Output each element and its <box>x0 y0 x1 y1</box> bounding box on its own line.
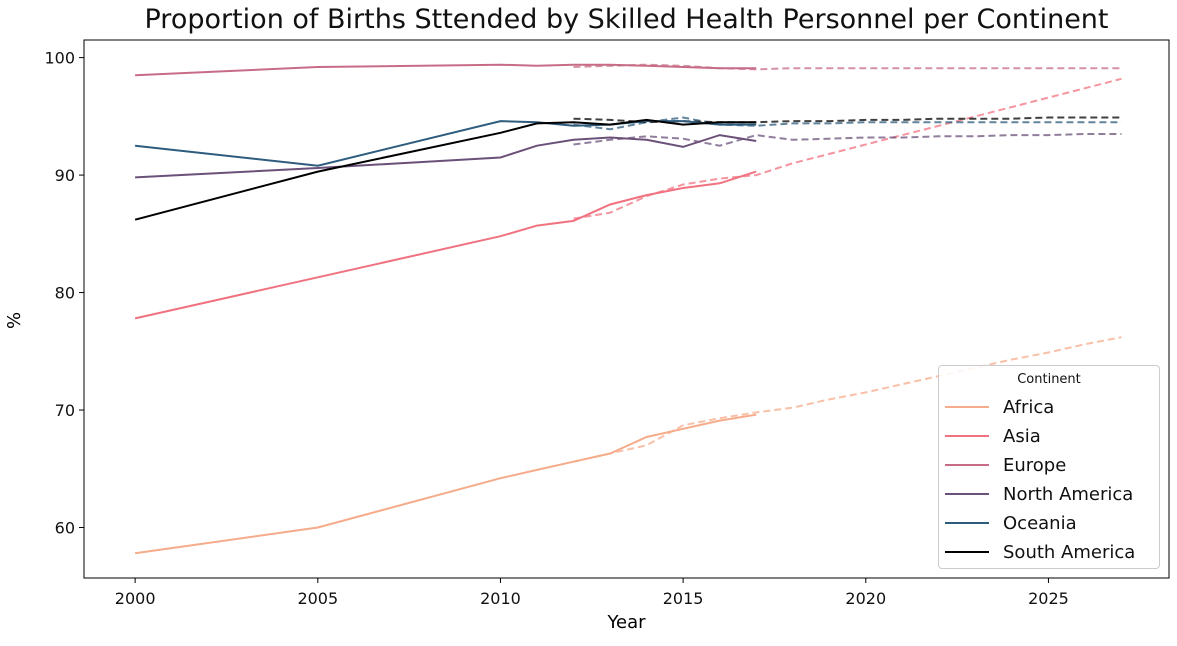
y-tick-label: 70 <box>55 401 75 420</box>
y-tick-label: 80 <box>55 284 75 303</box>
series-line-forecast-europe <box>573 63 1122 71</box>
legend-label-north-america: North America <box>1003 483 1134 505</box>
x-tick-label: 2000 <box>115 589 156 608</box>
y-tick-label: 100 <box>44 49 75 68</box>
x-tick-label: 2005 <box>297 589 338 608</box>
series-line-asia <box>134 170 757 320</box>
legend-swatch-europe <box>945 464 989 466</box>
x-tick-label: 2020 <box>845 589 886 608</box>
legend-entry-oceania: Oceania <box>945 510 1077 536</box>
legend-label-asia: Asia <box>1003 425 1041 447</box>
series-line-south-america <box>134 118 757 221</box>
series-line-forecast-north-america <box>573 133 1122 147</box>
legend-entry-south-america: South America <box>945 539 1135 565</box>
plot-frame <box>83 39 1170 579</box>
legend-label-south-america: South America <box>1003 541 1136 563</box>
series-line-africa <box>134 413 757 555</box>
legend-title: Continent <box>1017 372 1081 387</box>
series-line-europe <box>135 63 757 77</box>
legend-entry-asia: Asia <box>945 423 1041 449</box>
legend-entry-africa: Africa <box>945 394 1054 420</box>
legend-swatch-north-america <box>945 493 989 495</box>
legend: Continent Africa Asia Europe North America O… <box>938 365 1160 569</box>
legend-swatch-asia <box>945 435 989 437</box>
x-tick-label: 2015 <box>663 589 704 608</box>
y-tick-label: 90 <box>55 166 75 185</box>
x-axis-label: Year <box>607 612 646 633</box>
x-tick-label: 2010 <box>480 589 521 608</box>
chart-title: Proportion of Births Sttended by Skilled… <box>144 4 1109 35</box>
legend-entry-north-america: North America <box>945 481 1133 507</box>
legend-label-africa: Africa <box>1003 396 1055 418</box>
legend-entry-europe: Europe <box>945 452 1066 478</box>
legend-swatch-south-america <box>945 551 989 553</box>
x-tick-label: 2025 <box>1028 589 1069 608</box>
y-axis-label: % <box>4 311 26 330</box>
y-tick-label: 60 <box>55 518 75 537</box>
series-line-forecast-asia <box>573 77 1122 220</box>
legend-label-europe: Europe <box>1003 454 1067 476</box>
legend-swatch-oceania <box>945 522 989 524</box>
legend-label-oceania: Oceania <box>1003 512 1077 534</box>
series-line-forecast-oceania <box>573 116 1122 131</box>
series-line-north-america <box>135 134 757 179</box>
legend-swatch-africa <box>945 406 989 408</box>
